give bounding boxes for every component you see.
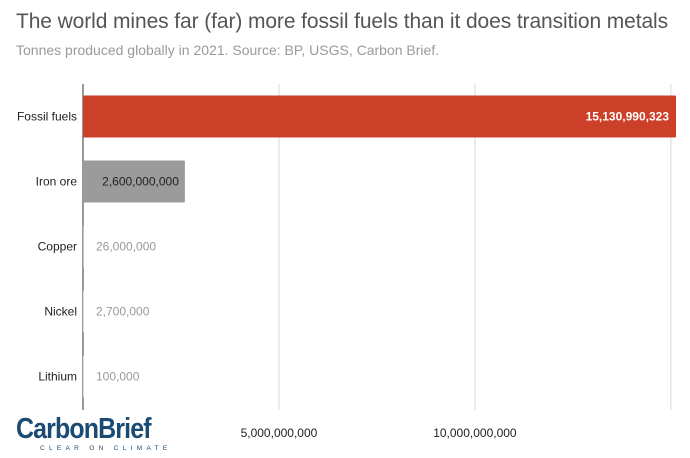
value-label: 26,000,000	[96, 240, 156, 254]
bar-fossil-fuels	[83, 95, 676, 138]
category-label: Iron ore	[36, 175, 78, 189]
category-label: Fossil fuels	[17, 110, 77, 124]
value-label: 2,600,000,000	[102, 175, 179, 189]
category-label: Nickel	[44, 305, 77, 319]
bar-nickel	[83, 290, 84, 333]
logo-wordmark: CarbonBrief	[16, 413, 152, 445]
value-label: 2,700,000	[96, 305, 150, 319]
x-tick-label: 10,000,000,000	[433, 426, 517, 440]
logo-tagline: CLEAR ON CLIMATE	[40, 445, 172, 452]
bar-copper	[83, 225, 85, 268]
chart-title: The world mines far (far) more fossil fu…	[16, 10, 669, 33]
carbon-brief-logo: CarbonBrief CLEAR ON CLIMATE	[16, 413, 173, 453]
bar-iron-ore	[83, 160, 185, 203]
x-tick-label: 5,000,000,000	[241, 426, 318, 440]
bar-lithium	[83, 355, 84, 398]
category-label: Copper	[38, 240, 77, 254]
chart-subtitle: Tonnes produced globally in 2021. Source…	[16, 42, 440, 58]
value-label: 15,130,990,323	[586, 110, 670, 124]
category-label: Lithium	[38, 370, 77, 384]
value-label: 100,000	[96, 370, 140, 384]
